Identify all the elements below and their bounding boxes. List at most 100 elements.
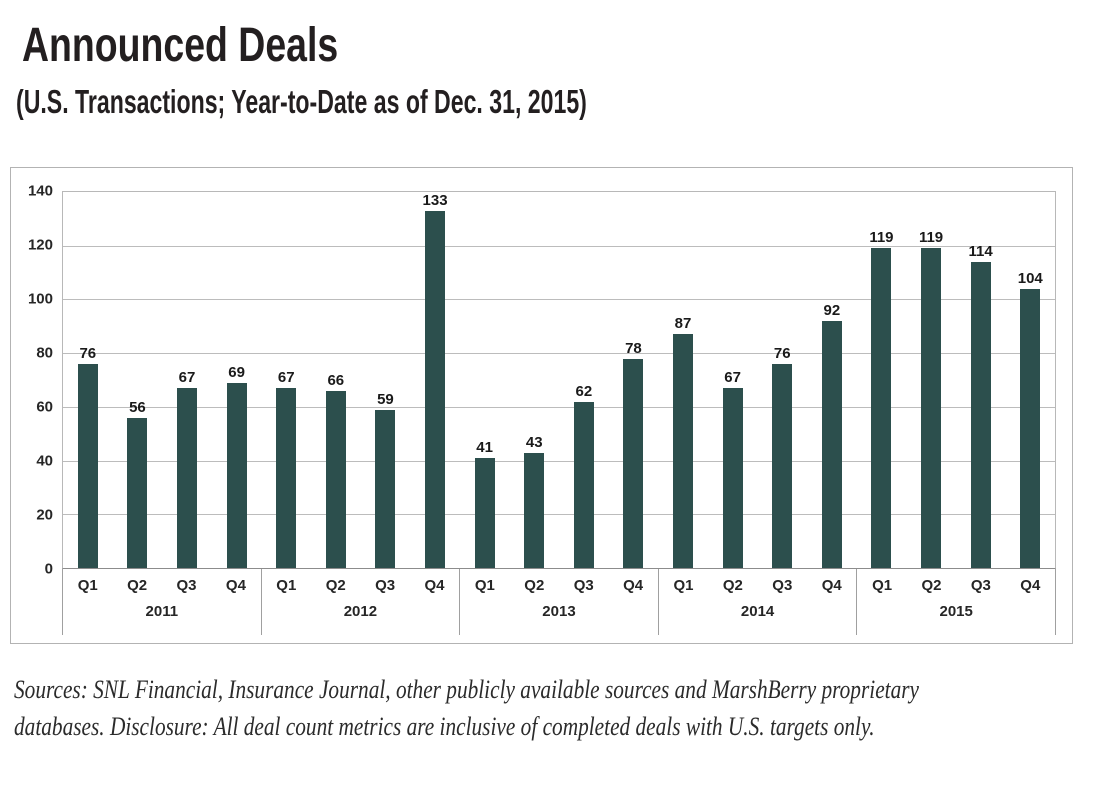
- bar-value-label: 78: [625, 339, 642, 357]
- quarter-label: Q2: [722, 577, 743, 594]
- bar-2012-Q1: [276, 388, 297, 568]
- y-tick-label: 80: [36, 344, 53, 362]
- bar-value-label: 87: [674, 315, 692, 333]
- bar-2015-Q4: [1020, 288, 1041, 568]
- bar-slot-2011-Q3: 67: [162, 192, 212, 568]
- year-label: 2012: [343, 603, 378, 620]
- quarter-label: Q2: [325, 577, 346, 594]
- bar-slot-2012-Q3: 59: [361, 192, 411, 568]
- bar-2014-Q3: [772, 363, 793, 568]
- quarter-label-row: Q1 Q2 Q3 Q4: [659, 569, 857, 594]
- x-axis-group-2015: Q1 Q2 Q3 Q4 2015: [856, 569, 1056, 635]
- bar-value-label: 119: [918, 229, 944, 247]
- gridline: [63, 460, 1055, 462]
- bar-group-2014: 87 67 76 92: [658, 192, 856, 568]
- quarter-label: Q4: [225, 577, 246, 594]
- y-tick-label: 120: [27, 236, 53, 254]
- bar-2011-Q2: [127, 417, 148, 568]
- bar-value-label: 41: [476, 438, 493, 456]
- bar-2011-Q1: [77, 363, 98, 568]
- bar-value-label: 59: [377, 390, 394, 408]
- bar-group-2011: 76 56 67 69: [63, 192, 261, 568]
- bar-value-label: 62: [575, 382, 593, 400]
- quarter-label: Q3: [375, 577, 396, 594]
- bar-slot-2013-Q1: 41: [460, 192, 510, 568]
- bar-2011-Q4: [226, 382, 247, 568]
- bar-value-label: 67: [178, 369, 196, 387]
- bar-value-label: 133: [422, 191, 448, 209]
- bar-2014-Q1: [673, 334, 694, 568]
- page-subtitle: (U.S. Transactions; Year-to-Date as of D…: [16, 83, 587, 120]
- bar-value-label: 119: [869, 229, 894, 247]
- gridline: [63, 514, 1055, 516]
- y-tick-label: 100: [27, 290, 53, 308]
- bar-2014-Q2: [722, 388, 743, 568]
- y-tick-label: 20: [36, 506, 53, 524]
- bar-slot-2014-Q2: 67: [708, 192, 758, 568]
- x-axis-group-2012: Q1 Q2 Q3 Q4 2012: [260, 569, 460, 635]
- bar-2015-Q3: [970, 261, 991, 568]
- y-tick-label: 60: [36, 398, 53, 416]
- bar-2013-Q3: [573, 401, 594, 568]
- bar-slot-2015-Q1: 119: [857, 192, 907, 568]
- bar-slot-2013-Q3: 62: [559, 192, 609, 568]
- source-note: Sources: SNL Financial, Insurance Journa…: [14, 672, 1096, 746]
- y-tick-label: 0: [44, 560, 53, 578]
- bar-2012-Q2: [325, 390, 346, 568]
- quarter-label: Q4: [424, 577, 445, 594]
- x-axis-group-2013: Q1 Q2 Q3 Q4 2013: [459, 569, 658, 635]
- bar-value-label: 114: [968, 242, 993, 260]
- bar-2014-Q4: [821, 320, 842, 568]
- quarter-label: Q3: [573, 577, 594, 594]
- quarter-label-row: Q1 Q2 Q3 Q4: [460, 569, 658, 594]
- bar-2012-Q3: [375, 409, 396, 568]
- year-label: 2014: [740, 603, 775, 620]
- quarter-label-row: Q1 Q2 Q3 Q4: [262, 569, 460, 594]
- bar-2013-Q1: [474, 457, 495, 568]
- bar-group-2012: 67 66 59 133: [261, 192, 459, 568]
- bar-slot-2012-Q2: 66: [311, 192, 361, 568]
- x-axis: Q1 Q2 Q3 Q4 2011 Q1 Q2 Q3 Q4 2012 Q1 Q2 Q3 Q4 2013 Q1 Q2…: [62, 569, 1056, 635]
- quarter-label: Q3: [772, 577, 793, 594]
- bar-value-label: 92: [823, 301, 841, 319]
- bar-slot-2011-Q4: 69: [212, 192, 262, 568]
- quarter-label: Q2: [127, 577, 148, 594]
- year-label: 2015: [939, 603, 973, 620]
- chart-frame: 0 20 40 60 80 100 120 140 76 56 67 69 67 66 59 133 41 43…: [10, 167, 1073, 644]
- bar-value-label: 56: [129, 398, 146, 416]
- bar-value-label: 66: [327, 371, 345, 389]
- bar-value-label: 76: [773, 344, 791, 362]
- quarter-label: Q3: [970, 577, 991, 594]
- quarter-label-row: Q1 Q2 Q3 Q4: [63, 569, 261, 594]
- quarter-label: Q2: [524, 577, 545, 594]
- bar-value-label: 76: [79, 344, 97, 362]
- bar-2012-Q4: [425, 210, 446, 568]
- bar-slot-2011-Q2: 56: [113, 192, 163, 568]
- bar-value-label: 67: [724, 369, 741, 387]
- bar-value-label: 104: [1017, 269, 1043, 287]
- quarter-label: Q1: [77, 577, 98, 594]
- bar-2011-Q3: [177, 388, 198, 568]
- bar-2015-Q2: [921, 248, 942, 568]
- y-axis: 0 20 40 60 80 100 120 140: [11, 183, 62, 578]
- bar-slot-2014-Q1: 87: [658, 192, 708, 568]
- bar-slot-2012-Q1: 67: [261, 192, 311, 568]
- bar-slot-2013-Q2: 43: [509, 192, 559, 568]
- quarter-label: Q4: [623, 577, 644, 594]
- bar-slot-2012-Q4: 133: [410, 192, 460, 568]
- bar-2013-Q4: [623, 358, 644, 568]
- bar-value-label: 69: [228, 363, 245, 381]
- gridline: [63, 406, 1055, 408]
- gridline: [63, 299, 1055, 301]
- quarter-label: Q1: [673, 577, 694, 594]
- gridline: [63, 245, 1055, 247]
- bar-slot-2015-Q2: 119: [906, 192, 956, 568]
- quarter-label-row: Q1 Q2 Q3 Q4: [857, 569, 1055, 594]
- plot-area: 76 56 67 69 67 66 59 133 41 43 62 78 87 67 76 92 119 119 1…: [62, 191, 1056, 569]
- quarter-label: Q4: [1020, 577, 1041, 594]
- year-label: 2013: [542, 603, 576, 620]
- quarter-label: Q2: [921, 577, 942, 594]
- year-label: 2011: [145, 603, 179, 620]
- bar-slot-2014-Q4: 92: [807, 192, 857, 568]
